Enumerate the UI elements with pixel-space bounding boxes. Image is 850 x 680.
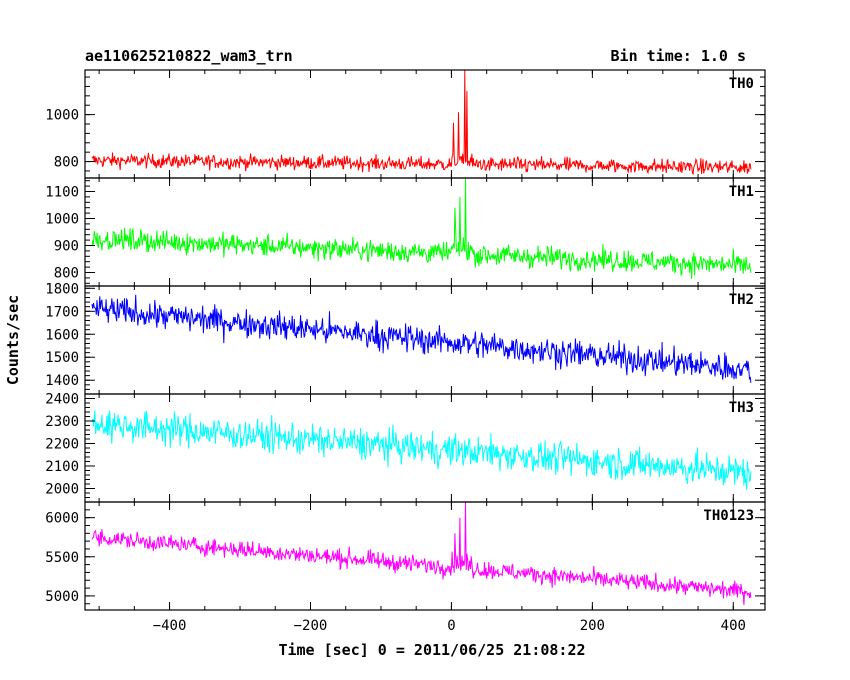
y-tick-label: 2400: [45, 392, 79, 408]
panel-label-th1: TH1: [729, 184, 754, 200]
y-tick-label: 1000: [45, 212, 79, 228]
panel-frame: [84, 501, 766, 611]
y-tick-label: 1800: [45, 281, 79, 297]
series-line-th2: [91, 294, 752, 383]
panel-th2: 1400 1500 1600 1700 1800 TH2: [45, 281, 766, 395]
chart-subtitle: Bin time: 1.0 s: [611, 47, 746, 65]
y-tick-label: 6000: [45, 511, 79, 527]
y-tick-label: 5000: [45, 589, 79, 605]
x-tick-label: −400: [153, 618, 187, 634]
y-tick-label: 800: [54, 266, 79, 282]
x-tick-label: 0: [447, 618, 455, 634]
panel-label-th2: TH2: [729, 292, 754, 308]
panel-label-th3: TH3: [729, 400, 754, 416]
series-line-th1: [91, 178, 752, 279]
y-tick-label: 1400: [45, 373, 79, 389]
y-axis-label: Counts/sec: [4, 295, 22, 385]
panel-th0123: 5000 5500 6000 TH0123: [45, 501, 766, 611]
panel-label-th0123: TH0123: [703, 508, 754, 524]
y-tick-label: 1100: [45, 185, 79, 201]
y-tick-label: 2000: [45, 482, 79, 498]
series-line-th0123: [91, 502, 752, 606]
y-tick-label: 2300: [45, 414, 79, 430]
y-tick-label: 800: [54, 155, 79, 171]
y-tick-label: 5500: [45, 550, 79, 566]
x-tick-label: −200: [294, 618, 328, 634]
panel-label-th0: TH0: [729, 76, 754, 92]
x-axis: −400 −200 0 200 400: [153, 618, 746, 634]
panel-th1: 800 900 1000 1100 TH1: [45, 177, 766, 287]
x-tick-label: 200: [580, 618, 605, 634]
chart-title: ae110625210822_wam3_trn: [85, 47, 293, 65]
y-tick-label: 2200: [45, 437, 79, 453]
y-tick-label: 900: [54, 239, 79, 255]
x-axis-label: Time [sec] 0 = 2011/06/25 21:08:22: [278, 641, 585, 659]
series-line-th3: [91, 410, 752, 490]
x-tick-label: 400: [721, 618, 746, 634]
y-tick-label: 1600: [45, 327, 79, 343]
series-line-th0: [91, 70, 752, 176]
panel-th3: 2000 2100 2200 2300 2400 TH3: [45, 392, 766, 503]
panel-frame: [84, 177, 766, 287]
y-tick-label: 1000: [45, 108, 79, 124]
y-tick-label: 2100: [45, 459, 79, 475]
y-tick-label: 1700: [45, 304, 79, 320]
panel-th0: 800 1000 TH0: [45, 69, 766, 179]
y-tick-label: 1500: [45, 350, 79, 366]
